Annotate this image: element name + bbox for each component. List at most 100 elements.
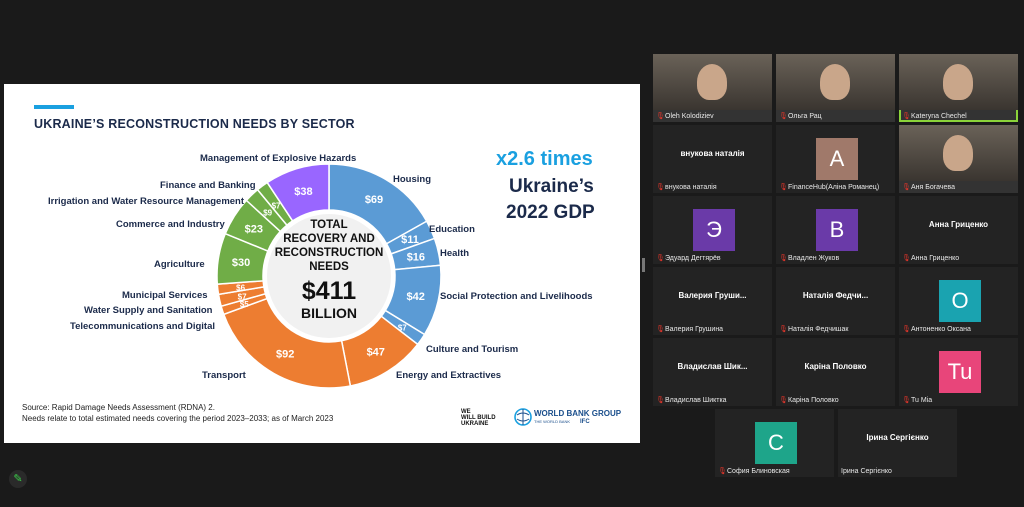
participant-name: Валерия Грушина — [665, 326, 724, 333]
participant-name: Анна Гриценко — [911, 255, 960, 262]
panel-resize-handle[interactable] — [642, 258, 645, 272]
label-transport: Transport — [202, 370, 246, 381]
slide-accent-bar — [34, 105, 74, 109]
participant-tile[interactable]: 🎙 Kateryna Chechel — [899, 54, 1018, 122]
avatar: C — [755, 422, 797, 464]
muted-mic-icon: 🎙 — [779, 255, 788, 262]
source-line-1: Source: Rapid Damage Needs Assessment (R… — [22, 403, 215, 412]
participant-tile[interactable]: внукова наталія 🎙 внукова наталія — [653, 125, 772, 193]
label-commerce: Commerce and Industry — [116, 219, 225, 230]
avatar: A — [816, 138, 858, 180]
participant-tile[interactable]: C 🎙 София Блиновская — [715, 409, 834, 477]
label-health: Health — [440, 248, 470, 259]
center-amount: $411 — [302, 277, 356, 305]
participant-tile[interactable]: Tu 🎙 Tu Mia — [899, 338, 1018, 406]
muted-mic-icon: 🎙 — [902, 255, 911, 262]
participant-tile[interactable]: 🎙 Аня Богачева — [899, 125, 1018, 193]
label-municipal: Municipal Services — [122, 290, 208, 301]
muted-mic-icon: 🎙 — [902, 184, 911, 191]
muted-mic-icon: 🎙 — [902, 397, 911, 404]
participant-name: Oleh Kolodiziev — [665, 113, 714, 120]
label-explosive: Management of Explosive Hazards — [200, 153, 357, 164]
participant-tile[interactable]: Анна Гриценко 🎙 Анна Гриценко — [899, 196, 1018, 264]
participant-tile[interactable]: Ірина Сергієнко Ірина Сергієнко — [838, 409, 957, 477]
slice-label-4: $7 — [398, 323, 407, 332]
participant-name: FinanceHub(Аліна Романец) — [788, 184, 880, 191]
ifc-text: IFC — [580, 419, 590, 425]
muted-mic-icon: 🎙 — [779, 326, 788, 333]
center-text-line-3: NEEDS — [309, 261, 349, 273]
participant-name: Ірина Сергієнко — [841, 468, 892, 475]
shared-slide: UKRAINE’S RECONSTRUCTION NEEDS BY SECTOR… — [4, 84, 640, 443]
participant-name: Аня Богачева — [911, 184, 955, 191]
muted-mic-icon: 🎙 — [656, 113, 665, 120]
slice-label-8: $7 — [238, 292, 247, 301]
world-bank-subtext: THE WORLD BANK — [534, 419, 571, 424]
participant-tile[interactable]: O 🎙 Антоненко Оксана — [899, 267, 1018, 335]
slice-label-0: $69 — [365, 194, 383, 206]
muted-mic-icon: 🎙 — [656, 255, 665, 262]
participant-display-name: Анна Гриценко — [928, 220, 989, 229]
slice-label-14: $38 — [294, 186, 312, 198]
participant-name: Каріна Половко — [788, 397, 839, 404]
center-text-line-2: RECONSTRUCTION — [275, 247, 384, 259]
globe-icon — [514, 408, 532, 426]
video-feed — [776, 54, 895, 110]
participant-name: Эдуард Дегтярёв — [665, 255, 721, 262]
label-water: Water Supply and Sanitation — [84, 305, 213, 316]
sector-donut-chart: $69$11$16$42$7$47$92$5$7$6$30$23$9$7$38T… — [216, 163, 442, 389]
slice-label-10: $30 — [232, 257, 250, 269]
participant-tile[interactable]: В 🎙 Владлен Жуков — [776, 196, 895, 264]
muted-mic-icon: 🎙 — [656, 397, 665, 404]
avatar: O — [939, 280, 981, 322]
logo-line-2: WILL BUILD — [461, 415, 496, 421]
label-agriculture: Agriculture — [154, 259, 205, 270]
participant-tile[interactable]: 🎙 Oleh Kolodiziev — [653, 54, 772, 122]
participant-tile[interactable]: Валерия Груши... 🎙 Валерия Грушина — [653, 267, 772, 335]
slice-label-9: $6 — [236, 284, 245, 293]
participant-tile[interactable]: Каріна Половко 🎙 Каріна Половко — [776, 338, 895, 406]
pencil-icon[interactable]: ✎ — [9, 470, 27, 488]
participant-display-name: Наталія Федчи... — [802, 291, 869, 300]
participant-name: Владислав Шиктка — [665, 397, 727, 404]
participant-display-name: внукова наталія — [680, 149, 745, 158]
muted-mic-icon: 🎙 — [656, 184, 665, 191]
slice-label-7: $5 — [240, 300, 249, 309]
muted-mic-icon: 🎙 — [779, 113, 788, 120]
participant-display-name: Владислав Шик... — [677, 362, 748, 371]
label-social: Social Protection and Livelihoods — [440, 291, 593, 302]
center-text-line-1: RECOVERY AND — [283, 233, 375, 245]
we-will-build-ukraine-logo: WE WILL BUILD UKRAINE — [461, 409, 496, 427]
center-unit: BILLION — [301, 305, 357, 321]
slice-label-3: $42 — [407, 291, 425, 303]
muted-mic-icon: 🎙 — [779, 184, 788, 191]
participant-tile[interactable]: Наталія Федчи... 🎙 Наталія Федчишак — [776, 267, 895, 335]
slice-label-12: $9 — [263, 209, 272, 218]
participant-tile[interactable]: Э 🎙 Эдуард Дегтярёв — [653, 196, 772, 264]
muted-mic-icon: 🎙 — [718, 468, 727, 475]
participant-name: София Блиновская — [727, 468, 790, 475]
gdp-label-2: 2022 GDP — [506, 202, 595, 223]
slice-label-11: $23 — [245, 223, 263, 235]
avatar: Э — [693, 209, 735, 251]
logo-line-1: WE — [461, 409, 471, 415]
participant-tile[interactable]: A 🎙 FinanceHub(Аліна Романец) — [776, 125, 895, 193]
center-text-line-0: TOTAL — [310, 219, 347, 231]
muted-mic-icon: 🎙 — [902, 113, 911, 120]
participant-display-name: Каріна Половко — [804, 362, 867, 371]
slice-label-2: $16 — [407, 252, 425, 264]
person-silhouette — [820, 64, 850, 100]
participant-tile[interactable]: 🎙 Ольга Рац — [776, 54, 895, 122]
video-feed — [653, 54, 772, 110]
participant-name: внукова наталія — [665, 184, 717, 191]
label-finance: Finance and Banking — [160, 180, 256, 191]
participant-name: Владлен Жуков — [788, 255, 840, 262]
label-energy: Energy and Extractives — [396, 370, 502, 381]
world-bank-group-text: WORLD BANK GROUP — [534, 409, 622, 418]
label-housing: Housing — [393, 174, 431, 185]
video-feed — [899, 125, 1018, 181]
participant-tile[interactable]: Владислав Шик... 🎙 Владислав Шиктка — [653, 338, 772, 406]
participant-name: Наталія Федчишак — [788, 326, 849, 333]
person-silhouette — [943, 135, 973, 171]
label-telecom: Telecommunications and Digital — [70, 321, 215, 332]
